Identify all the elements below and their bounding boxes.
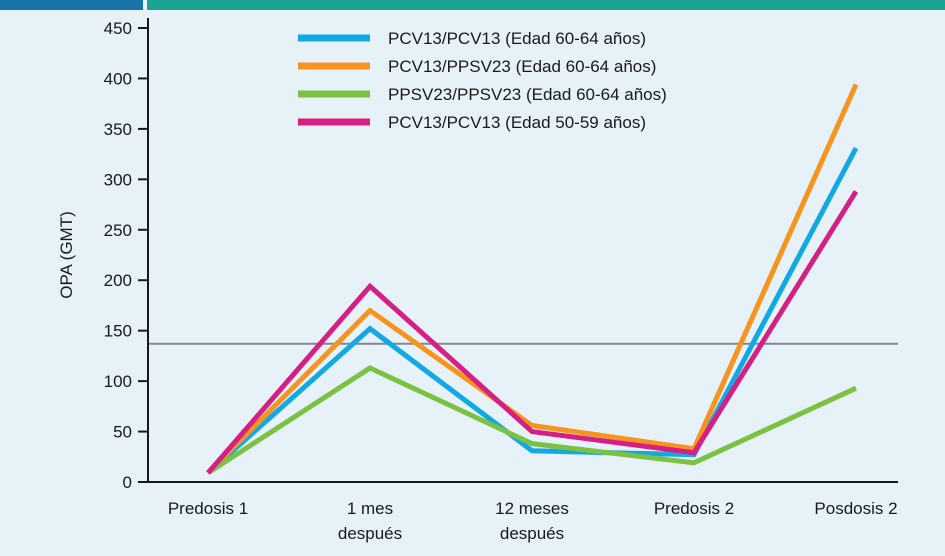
- series-line-4: [206, 190, 859, 475]
- x-tick-label: después: [338, 524, 402, 543]
- y-tick-label: 50: [113, 423, 132, 442]
- y-axis-label: OPA (GMT): [57, 211, 76, 299]
- series-layer: [206, 83, 859, 476]
- y-tick-label: 100: [104, 372, 132, 391]
- top-band-right: [147, 0, 945, 10]
- series-line-1: [206, 146, 859, 475]
- x-tick-label: después: [500, 524, 564, 543]
- legend-label-3: PPSV23/PPSV23 (Edad 60-64 años): [388, 85, 667, 104]
- y-tick-label: 300: [104, 170, 132, 189]
- series-line-3: [206, 365, 858, 476]
- y-tick-label: 150: [104, 322, 132, 341]
- x-tick-label: 12 meses: [495, 499, 569, 518]
- legend-label-4: PCV13/PCV13 (Edad 50-59 años): [388, 113, 646, 132]
- x-tick-label: Predosis 1: [168, 499, 248, 518]
- y-tick-label: 250: [104, 221, 132, 240]
- legend: PCV13/PCV13 (Edad 60-64 años) PCV13/PPSV2…: [298, 29, 667, 132]
- top-color-band: [0, 0, 945, 10]
- y-tick-label: 450: [104, 19, 132, 38]
- x-tick-label: 1 mes: [347, 499, 393, 518]
- series-line-2: [206, 83, 859, 475]
- top-band-left: [0, 0, 143, 10]
- legend-label-1: PCV13/PCV13 (Edad 60-64 años): [388, 29, 646, 48]
- x-tick-label: Posdosis 2: [814, 499, 897, 518]
- axes: 0 50 100 150 200 250 300 350 400 450 OPA (GMT) Pred…: [57, 18, 898, 543]
- y-tick-label: 0: [123, 473, 132, 492]
- y-tick-label: 400: [104, 69, 132, 88]
- y-tick-label: 200: [104, 271, 132, 290]
- y-tick-label: 350: [104, 120, 132, 139]
- legend-label-2: PCV13/PPSV23 (Edad 60-64 años): [388, 57, 656, 76]
- x-tick-label: Predosis 2: [654, 499, 734, 518]
